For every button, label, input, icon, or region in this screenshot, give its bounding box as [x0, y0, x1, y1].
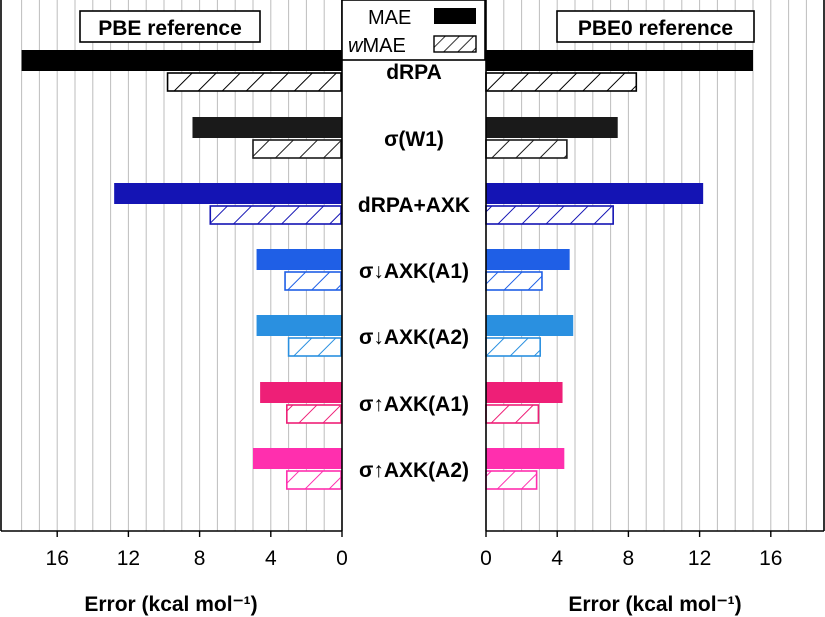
bar-mae-1-3	[486, 249, 570, 270]
bar-wmae-0-6	[286, 470, 342, 490]
bar-mae-0-0	[21, 50, 342, 71]
bar-mae-0-5	[260, 382, 342, 403]
bar-wmae-1-2	[485, 205, 614, 225]
axis-layer	[0, 0, 825, 537]
method-label: σ↓AXK(A2)	[359, 326, 469, 349]
bar-mae-1-1	[486, 117, 618, 138]
panel-title: PBE0 reference	[578, 17, 733, 40]
bar-mae-1-6	[486, 448, 565, 469]
bar-mae-0-2	[114, 183, 342, 204]
tick-label: 16	[759, 547, 782, 570]
tick-label: 0	[480, 547, 492, 570]
tick-label: 4	[265, 547, 277, 570]
bar-layer	[21, 50, 753, 490]
panel-title-box	[556, 10, 755, 43]
legend-swatch-wmae	[433, 35, 477, 53]
bar-wmae-1-5	[485, 404, 540, 424]
tick-label: 12	[688, 547, 711, 570]
method-label: dRPA+AXK	[358, 194, 470, 217]
panel-title: PBE reference	[98, 17, 242, 40]
legend-label-wmae: wMAE	[348, 35, 406, 57]
legend-label-mae: MAE	[368, 7, 411, 29]
x-axis-title: Error (kcal mol⁻¹)	[84, 593, 257, 616]
bar-wmae-1-0	[485, 72, 638, 92]
bar-wmae-0-2	[209, 205, 342, 225]
bar-wmae-0-4	[287, 337, 342, 357]
bar-mae-0-1	[192, 117, 342, 138]
bar-mae-0-3	[256, 249, 342, 270]
bar-mae-1-2	[486, 183, 704, 204]
bar-mae-0-6	[253, 448, 342, 469]
bar-wmae-0-5	[286, 404, 342, 424]
bar-mae-1-5	[486, 382, 563, 403]
bar-wmae-0-0	[166, 72, 342, 92]
tick-label: 8	[623, 547, 635, 570]
bar-wmae-0-1	[252, 139, 342, 159]
tick-label: 8	[194, 547, 206, 570]
tick-label: 12	[117, 547, 140, 570]
method-label: σ↓AXK(A1)	[359, 260, 469, 283]
label-layer: 0 4 8 12 16 Error (kcal mol⁻¹) PBE reference 0 4…	[46, 0, 782, 616]
tick-label: 0	[336, 547, 348, 570]
bar-wmae-1-4	[485, 337, 541, 357]
bar-wmae-1-3	[485, 271, 543, 291]
bar-mae-1-4	[486, 315, 574, 336]
bar-mae-0-4	[256, 315, 342, 336]
tick-label: 16	[46, 547, 69, 570]
legend-swatch-mae	[434, 8, 476, 24]
bar-mae-1-0	[486, 50, 753, 71]
method-label: dRPA	[386, 61, 442, 84]
x-axis-title: Error (kcal mol⁻¹)	[568, 593, 741, 616]
bar-wmae-1-6	[485, 470, 538, 490]
method-label: σ↑AXK(A2)	[359, 459, 469, 482]
bar-wmae-0-3	[284, 271, 342, 291]
tick-label: 4	[551, 547, 563, 570]
panel-title-box	[79, 10, 261, 43]
bar-wmae-1-1	[485, 139, 568, 159]
method-label: σ(W1)	[384, 128, 444, 151]
method-label: σ↑AXK(A1)	[359, 393, 469, 416]
